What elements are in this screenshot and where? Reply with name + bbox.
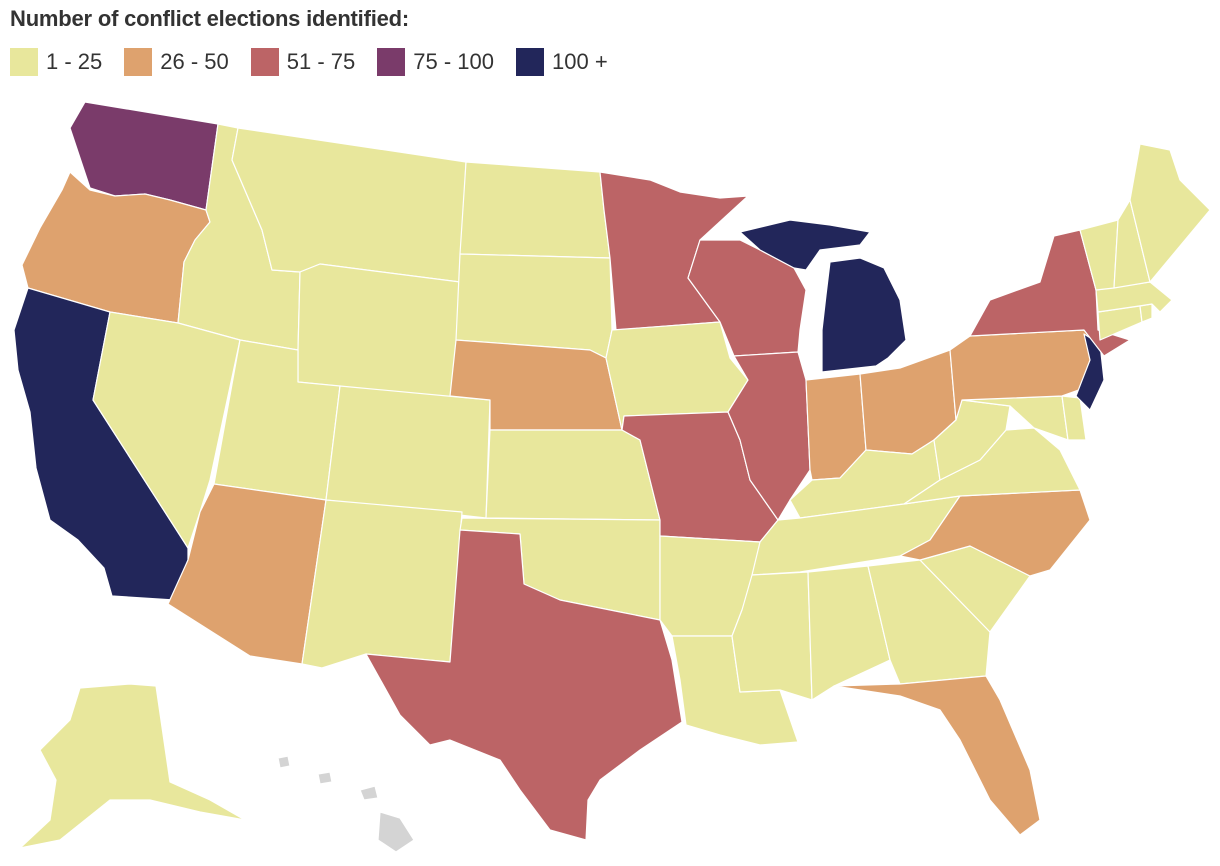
legend-swatch-51-75 — [250, 48, 279, 76]
legend-swatch-100-plus — [516, 48, 544, 76]
legend-swatch-1-25 — [10, 48, 38, 76]
legend: 1 - 25 26 - 50 51 - 75 75 - 100 100 + — [10, 48, 630, 76]
state-wyoming[interactable] — [297, 263, 461, 399]
state-nevada[interactable] — [92, 311, 241, 549]
state-delaware[interactable] — [1061, 395, 1087, 441]
legend-label-75-100: 75 - 100 — [413, 49, 494, 74]
state-florida[interactable] — [833, 675, 1041, 836]
state-colorado[interactable] — [325, 385, 491, 519]
state-alaska[interactable] — [19, 683, 246, 849]
state-hawaii-oahu — [317, 771, 333, 785]
state-hawaii-maui — [359, 785, 379, 801]
legend-item-26-50: 26 - 50 — [124, 48, 229, 76]
legend-swatch-26-50 — [124, 48, 153, 76]
state-north-dakota[interactable] — [459, 161, 611, 259]
legend-item-51-75: 51 - 75 — [250, 48, 356, 76]
legend-label-1-25: 1 - 25 — [46, 49, 103, 74]
state-hawaii-main — [377, 811, 415, 853]
legend-item-75-100: 75 - 100 — [377, 48, 494, 76]
legend-label-51-75: 51 - 75 — [286, 49, 356, 74]
state-maine[interactable] — [1129, 143, 1211, 283]
state-alabama[interactable] — [807, 565, 891, 701]
state-kansas[interactable] — [485, 429, 661, 521]
legend-swatch-75-100 — [377, 48, 406, 76]
state-michigan-upper[interactable] — [739, 219, 871, 271]
state-texas[interactable] — [365, 529, 683, 841]
state-wisconsin[interactable] — [687, 239, 807, 357]
legend-item-100-plus: 100 + — [516, 48, 608, 76]
state-new-mexico[interactable] — [301, 499, 463, 669]
map-title: Number of conflict elections identified: — [10, 6, 410, 31]
state-hawaii-kauai — [277, 755, 291, 769]
legend-label-26-50: 26 - 50 — [160, 49, 229, 74]
legend-label-100-plus: 100 + — [552, 49, 608, 74]
legend-item-1-25: 1 - 25 — [10, 48, 102, 76]
state-rhode-island[interactable] — [1139, 303, 1153, 323]
state-north-carolina[interactable] — [899, 489, 1091, 577]
state-michigan-lower[interactable] — [821, 257, 907, 373]
